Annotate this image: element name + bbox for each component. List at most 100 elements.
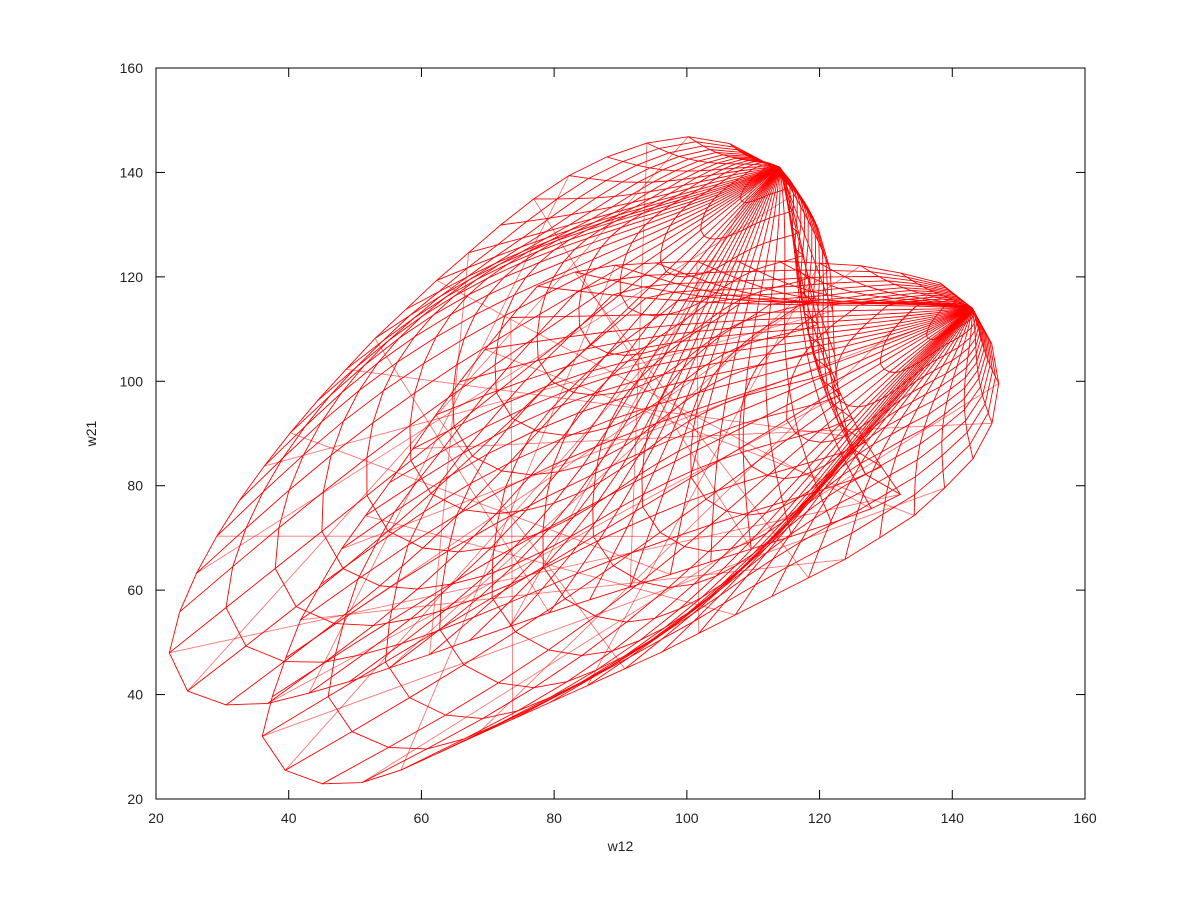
- mesh-meridian: [345, 166, 780, 370]
- mesh-meridian: [284, 307, 973, 771]
- mesh-meridian: [568, 166, 780, 183]
- mesh-meridian: [779, 167, 833, 524]
- mesh-meridian: [778, 260, 973, 309]
- mesh-meridian: [216, 166, 781, 537]
- mesh-meridian: [437, 307, 973, 754]
- mesh-meridian: [779, 166, 819, 229]
- mesh-meridian: [807, 307, 973, 579]
- mesh-meridian: [389, 166, 781, 669]
- mesh-strand: [169, 493, 901, 654]
- axis-ticks: 20 40 60 80 100 120 140 160 20 40 60 80 100 120 140 160: [120, 60, 1097, 826]
- mesh-meridian: [322, 307, 973, 785]
- x-tick-label: 160: [1073, 810, 1097, 826]
- mesh-meridian: [267, 166, 781, 704]
- mesh-meridian: [742, 167, 781, 550]
- x-axis-label: w12: [607, 838, 634, 854]
- mesh-meridian: [900, 272, 973, 309]
- mesh-meridian: [589, 167, 781, 601]
- mesh-strand: [510, 317, 514, 720]
- mesh-meridian: [771, 307, 973, 597]
- mesh-meridian: [500, 166, 780, 226]
- mesh-meridian: [475, 307, 973, 737]
- mesh-meridian: [779, 167, 831, 270]
- mesh-strand: [262, 487, 945, 737]
- y-tick-label: 120: [120, 269, 144, 285]
- mesh-strand: [412, 422, 993, 450]
- mesh-meridian: [436, 166, 780, 281]
- mesh-ring: [321, 149, 854, 590]
- x-tick-label: 80: [546, 810, 562, 826]
- mesh-meridian: [239, 166, 781, 501]
- mesh-strand: [365, 515, 736, 616]
- x-tick-label: 20: [148, 810, 164, 826]
- x-tick-label: 140: [941, 810, 965, 826]
- mesh-meridian: [389, 307, 973, 483]
- mesh-meridian: [606, 156, 780, 172]
- mesh-strand: [264, 310, 833, 467]
- mesh-meridian: [537, 285, 973, 309]
- mesh-meridian: [729, 143, 780, 168]
- mesh-strand: [587, 262, 821, 686]
- y-tick-label: 100: [120, 373, 144, 389]
- y-tick-label: 20: [127, 791, 143, 807]
- mesh-strand: [284, 260, 739, 771]
- mesh-meridian: [844, 307, 973, 560]
- mesh-meridian: [179, 166, 781, 613]
- mesh-meridian: [510, 307, 973, 318]
- mesh-strand: [267, 394, 840, 704]
- mesh-meridian: [669, 167, 781, 575]
- y-tick-label: 140: [120, 164, 144, 180]
- mesh-meridian: [272, 307, 973, 697]
- mesh-meridian: [533, 166, 780, 200]
- wireframe-surface-2: [261, 260, 1000, 785]
- mesh-meridian: [971, 308, 1000, 384]
- mesh-strand: [308, 175, 570, 694]
- mesh-meridian: [765, 167, 792, 537]
- mesh-meridian: [289, 166, 781, 434]
- mesh-strand: [285, 265, 861, 659]
- mesh-meridian: [860, 265, 973, 309]
- mesh-strand: [429, 252, 470, 655]
- mesh-meridian: [913, 308, 973, 516]
- mesh-meridian: [587, 307, 973, 686]
- mesh-meridian: [940, 282, 973, 309]
- mesh-strand: [196, 192, 797, 574]
- mesh-meridian: [374, 166, 780, 339]
- mesh-meridian: [655, 262, 973, 309]
- mesh-strand: [341, 308, 973, 550]
- y-axis-label: w21: [83, 420, 99, 447]
- mesh-meridian: [710, 167, 781, 562]
- mesh-strand: [435, 414, 626, 670]
- mesh-meridian: [512, 307, 973, 720]
- mesh-meridian: [261, 307, 973, 737]
- mesh-meridian: [971, 307, 993, 345]
- mesh-strand: [484, 348, 915, 516]
- plot-frame: [155, 67, 1086, 800]
- y-tick-label: 40: [127, 687, 143, 703]
- mesh-meridian: [879, 308, 973, 538]
- mesh-strand: [300, 558, 846, 621]
- wireframe-surfaces: [168, 136, 1000, 785]
- mesh-meridian: [737, 260, 973, 309]
- mesh-meridian: [308, 166, 781, 694]
- mesh-meridian: [485, 307, 973, 350]
- mesh-meridian: [285, 307, 973, 659]
- mesh-strand: [474, 282, 941, 737]
- mesh-meridian: [196, 166, 781, 574]
- mesh-meridian: [468, 166, 780, 254]
- wireframe-surface-1: [168, 136, 902, 706]
- mesh-strand: [400, 265, 616, 771]
- mesh-meridian: [225, 166, 781, 706]
- mesh-meridian: [509, 166, 781, 627]
- y-tick-label: 80: [127, 478, 143, 494]
- mesh-meridian: [661, 307, 973, 653]
- mesh-meridian: [696, 260, 973, 309]
- mesh-meridian: [169, 166, 781, 654]
- mesh-meridian: [412, 307, 973, 450]
- mesh-strand: [361, 383, 999, 783]
- mesh-meridian: [698, 307, 973, 634]
- mesh-meridian: [819, 262, 973, 309]
- mesh-meridian: [688, 136, 780, 168]
- x-tick-label: 40: [281, 810, 297, 826]
